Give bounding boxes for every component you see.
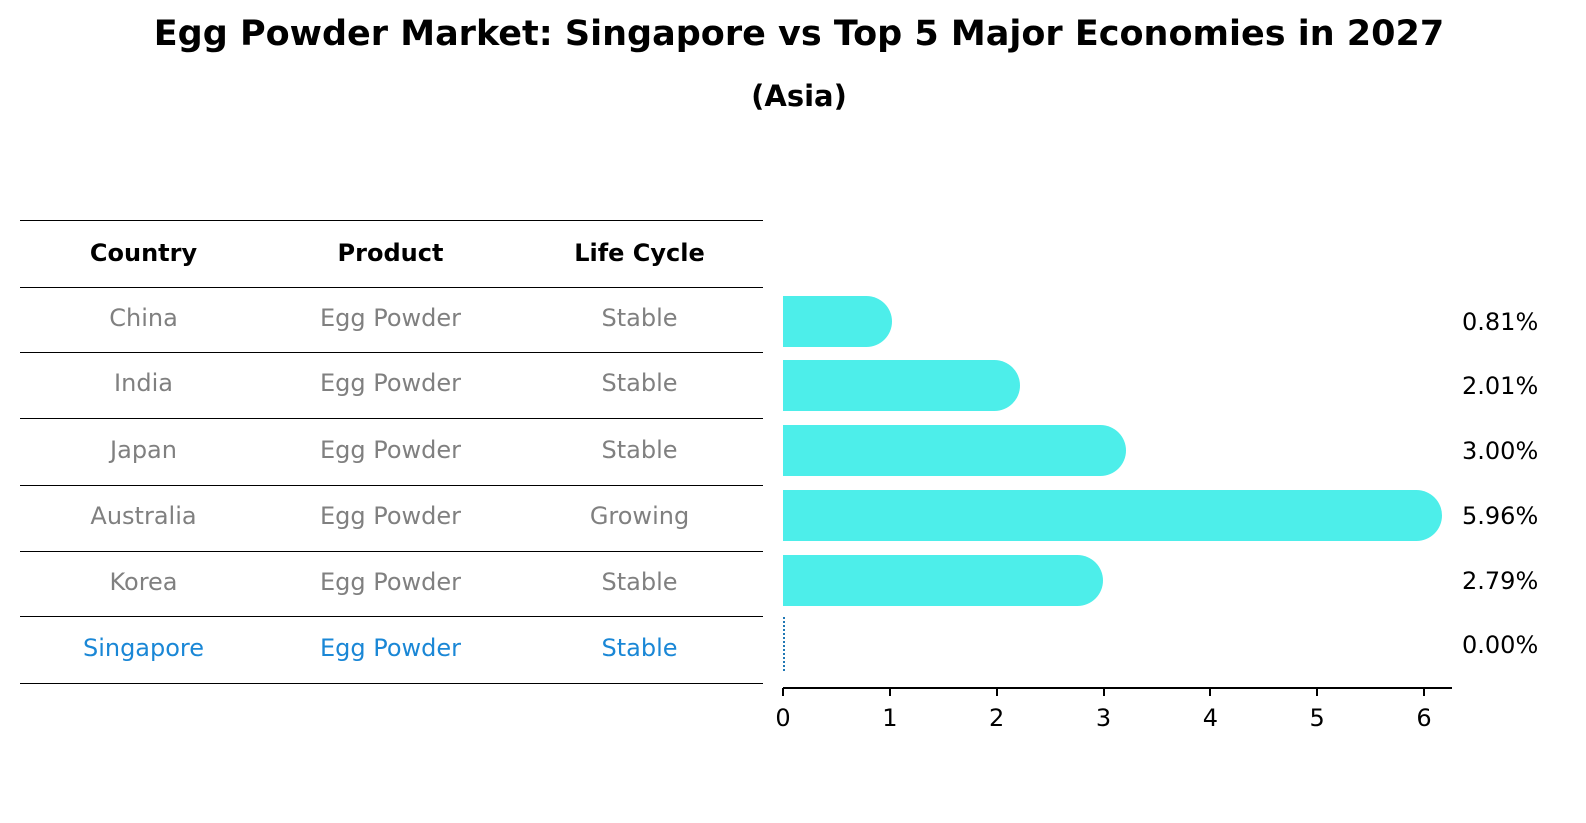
table-divider [20,287,763,288]
x-tick-label: 0 [775,704,791,732]
table-divider [20,683,763,684]
table-cell-product: Egg Powder [319,435,462,464]
bar-singapore-zero-marker [783,617,785,671]
value-label: 0.00% [1462,631,1539,659]
table-cell-country: India [114,369,173,397]
x-tick-label: 3 [1095,704,1112,732]
table-cell-life-cycle: Growing [589,502,690,530]
column-header-country: Country [89,239,198,267]
table-cell-life-cycle: Stable [601,567,678,596]
table-cell-life-cycle: Stable [601,369,678,397]
table-cell-country: Japan [110,435,177,464]
table-cell-country: China [109,303,178,332]
x-tick [1423,688,1425,696]
table-divider [20,352,763,353]
chart-subtitle: (Asia) [751,79,847,113]
x-tick-label: 1 [882,704,898,732]
x-tick-label: 4 [1202,704,1218,732]
x-tick [888,688,891,696]
table-divider [20,220,763,221]
table-cell-life-cycle: Stable [601,633,678,662]
table-cell-product: Egg Powder [319,303,462,332]
value-label: 0.81% [1462,308,1539,336]
x-tick-label: 6 [1416,704,1432,732]
value-label: 2.79% [1462,567,1539,595]
column-header-product: Product [337,239,444,267]
value-label: 5.96% [1462,502,1539,530]
x-tick [1209,688,1212,696]
x-tick-label: 2 [989,704,1005,732]
bar-india [783,360,1020,411]
table-divider [20,616,763,617]
table-cell-life-cycle: Stable [601,303,678,332]
bar-japan [783,425,1126,476]
x-tick [1316,688,1319,696]
table-cell-country: Singapore [82,633,205,662]
table-cell-country: Australia [90,502,197,530]
value-label: 3.00% [1462,437,1539,465]
value-label: 2.01% [1462,372,1539,400]
x-tick [782,688,784,696]
table-cell-product: Egg Powder [319,369,462,397]
x-tick [995,688,998,696]
table-cell-product: Egg Powder [319,502,462,530]
x-tick [1102,688,1105,696]
x-tick-label: 5 [1309,704,1325,732]
column-header-life-cycle: Life Cycle [574,239,705,267]
table-cell-country: Korea [109,567,178,596]
table-divider [20,485,763,486]
x-axis-line [783,687,1452,689]
bar-australia [783,490,1442,541]
table-cell-product: Egg Powder [319,633,462,662]
bar-china [783,296,892,347]
table-cell-product: Egg Powder [319,567,462,596]
table-divider [20,551,763,552]
bar-korea [783,555,1104,606]
table-cell-life-cycle: Stable [601,435,678,464]
chart-title: Egg Powder Market: Singapore vs Top 5 Ma… [153,14,1445,54]
table-divider [20,418,763,419]
